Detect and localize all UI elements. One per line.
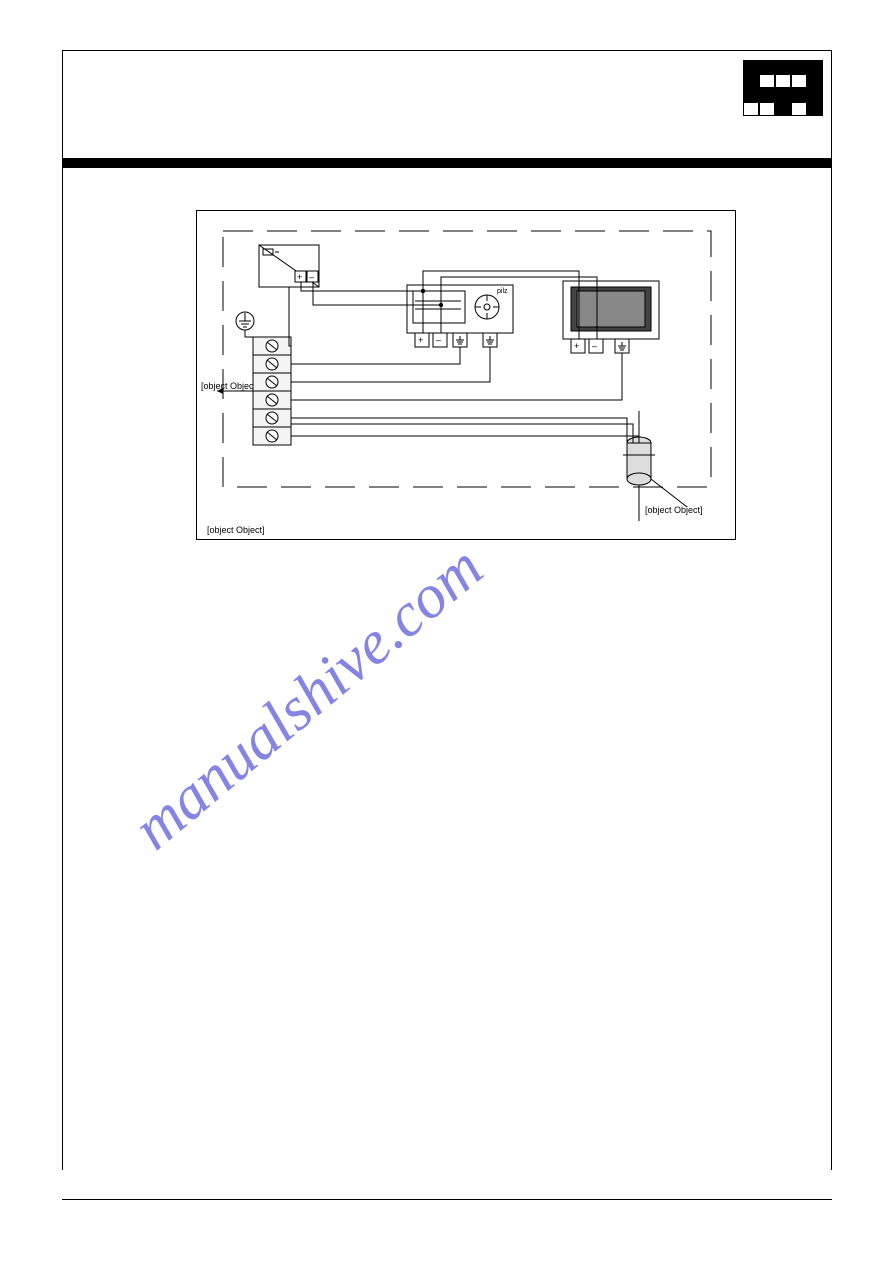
svg-text:+: + bbox=[297, 272, 302, 282]
psu-block: + – bbox=[259, 245, 319, 287]
brand-logo bbox=[743, 60, 823, 116]
logo-cell bbox=[807, 88, 823, 102]
logo-cell bbox=[775, 88, 791, 102]
logo-cell bbox=[743, 60, 759, 74]
logo-cell bbox=[775, 102, 791, 116]
svg-text:–: – bbox=[309, 272, 314, 282]
logo-cell bbox=[759, 102, 775, 116]
svg-text:+: + bbox=[574, 341, 579, 351]
logo-cell bbox=[759, 74, 775, 88]
logo-cell bbox=[775, 60, 791, 74]
logo-cell bbox=[743, 88, 759, 102]
logo-cell bbox=[759, 60, 775, 74]
logo-cell bbox=[807, 102, 823, 116]
logo-cell bbox=[791, 74, 807, 88]
wiring-diagram: [object Object] [object Object] [object … bbox=[196, 210, 736, 540]
header-divider bbox=[62, 158, 832, 168]
earth-main-icon bbox=[236, 312, 254, 330]
logo-cell bbox=[743, 102, 759, 116]
logo-cell bbox=[791, 102, 807, 116]
logo-cell bbox=[759, 88, 775, 102]
page-footer bbox=[62, 1199, 832, 1208]
logo-cell bbox=[775, 74, 791, 88]
svg-text:pilz: pilz bbox=[497, 288, 508, 295]
svg-text:–: – bbox=[436, 335, 441, 345]
logo-cell bbox=[791, 88, 807, 102]
logo-cell bbox=[807, 60, 823, 74]
svg-text:–: – bbox=[592, 341, 597, 351]
cable-shield-icon bbox=[627, 411, 651, 521]
logo-cell bbox=[807, 74, 823, 88]
terminal-strip bbox=[253, 337, 291, 445]
logo-cell bbox=[743, 74, 759, 88]
logo-cell bbox=[791, 60, 807, 74]
hmi-block: + – bbox=[563, 281, 659, 353]
svg-text:+: + bbox=[418, 335, 423, 345]
